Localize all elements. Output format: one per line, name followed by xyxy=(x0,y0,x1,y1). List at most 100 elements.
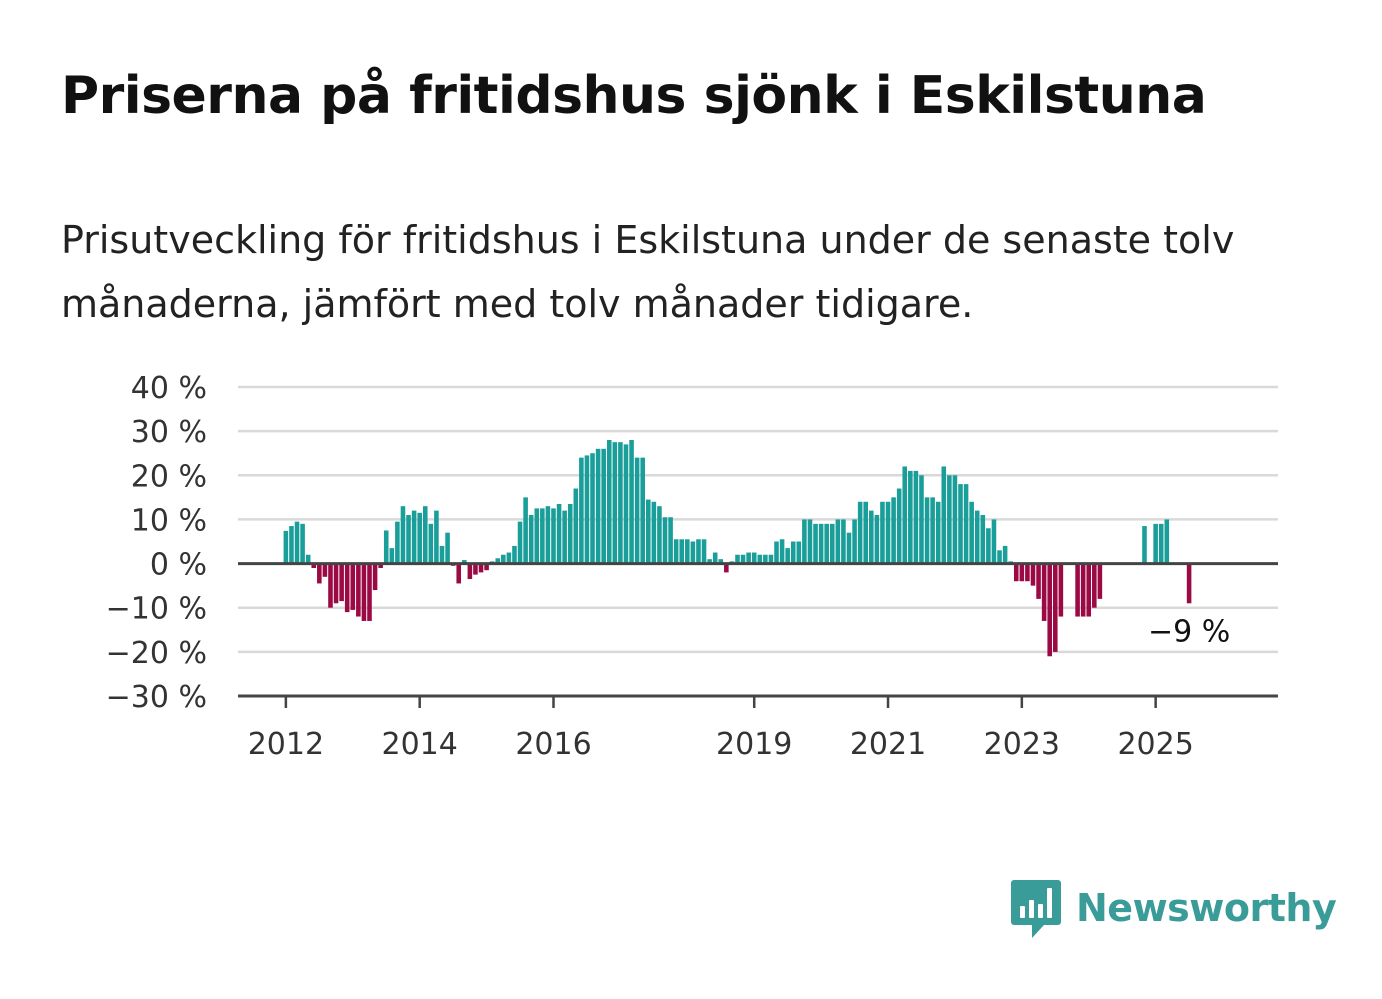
bar xyxy=(462,560,467,564)
bar xyxy=(779,539,785,564)
chart-title: Priserna på fritidshus sjönk i Eskilstun… xyxy=(61,66,1207,126)
x-tick-label: 2025 xyxy=(1117,727,1193,762)
bar xyxy=(908,470,913,564)
bar xyxy=(623,444,629,564)
bar xyxy=(846,532,852,564)
bar xyxy=(807,519,813,564)
bar xyxy=(919,475,924,564)
bar xyxy=(300,523,305,564)
bar xyxy=(1097,563,1103,599)
bar xyxy=(562,510,567,564)
bar xyxy=(478,563,484,573)
bar xyxy=(707,559,712,564)
bar xyxy=(712,552,718,564)
bar xyxy=(645,499,651,564)
bar xyxy=(751,552,757,564)
bar xyxy=(317,563,322,584)
bar xyxy=(774,541,779,564)
bar xyxy=(891,497,896,564)
bar xyxy=(640,457,645,564)
bar xyxy=(841,519,846,564)
y-tick-label: 10 % xyxy=(131,503,207,538)
bar xyxy=(406,515,411,564)
bar xyxy=(629,439,634,564)
bar-chart: 40 %30 %20 %10 %0 %−10 %−20 %−30 % 2012 2… xyxy=(106,371,1278,762)
axes xyxy=(238,562,1278,698)
bar xyxy=(612,442,618,564)
bar xyxy=(422,506,428,564)
bar xyxy=(679,539,685,564)
brand-name: Newsworthy xyxy=(1076,886,1337,930)
y-tick-label: −10 % xyxy=(106,592,207,627)
bar xyxy=(372,563,378,591)
bar xyxy=(869,510,874,564)
bar xyxy=(1164,519,1170,564)
bar xyxy=(701,539,707,564)
bar xyxy=(724,563,729,573)
brand: Newsworthy xyxy=(1010,876,1337,940)
x-tick-label: 2016 xyxy=(515,727,591,762)
bar xyxy=(367,563,372,621)
bar xyxy=(590,453,595,564)
bar xyxy=(328,563,333,608)
bar xyxy=(361,563,367,621)
bar xyxy=(673,539,679,564)
bar xyxy=(473,563,478,575)
bar xyxy=(1075,563,1080,617)
bar xyxy=(690,541,696,564)
bar xyxy=(874,515,880,564)
bar xyxy=(662,517,668,564)
bar xyxy=(378,563,383,568)
bar xyxy=(802,519,807,564)
x-tick-label: 2012 xyxy=(248,727,324,762)
bar xyxy=(1092,563,1097,608)
bar xyxy=(339,563,344,602)
bar xyxy=(980,515,986,564)
x-tick-label: 2021 xyxy=(850,727,926,762)
y-tick-label: 0 % xyxy=(150,548,207,583)
bar xyxy=(935,501,941,564)
bar xyxy=(790,541,796,564)
x-tick-label: 2019 xyxy=(716,727,792,762)
bar xyxy=(606,439,612,564)
bar xyxy=(1047,563,1052,657)
bar xyxy=(930,497,935,564)
bar xyxy=(768,554,774,564)
x-tick-label: 2023 xyxy=(984,727,1060,762)
bar xyxy=(1142,526,1147,564)
bar xyxy=(456,563,462,584)
bar xyxy=(567,503,573,564)
y-tick-label: 30 % xyxy=(131,415,207,450)
bar xyxy=(740,554,746,564)
bar xyxy=(941,466,947,564)
bar xyxy=(311,563,317,568)
x-tick-label: 2014 xyxy=(382,727,458,762)
bar xyxy=(924,497,930,564)
bar xyxy=(1086,563,1092,617)
bar xyxy=(1158,523,1164,564)
bar xyxy=(757,554,763,564)
bar xyxy=(545,506,551,564)
bar xyxy=(986,528,991,564)
bar xyxy=(417,512,422,564)
bar xyxy=(958,484,963,564)
bar xyxy=(1030,563,1036,586)
bar xyxy=(896,488,902,564)
last-value-annotation: −9 % xyxy=(1148,614,1230,649)
bar xyxy=(1013,563,1019,582)
bar xyxy=(434,510,439,564)
bar xyxy=(952,475,958,564)
x-axis-labels: 2012 2014 2016 2019 2021 2023 2025 xyxy=(248,696,1194,762)
bar xyxy=(746,552,751,564)
bar xyxy=(534,508,540,564)
bar xyxy=(573,488,579,564)
bar xyxy=(763,554,768,564)
bar xyxy=(584,455,590,564)
bar xyxy=(634,457,640,564)
bar xyxy=(305,554,311,564)
bar xyxy=(880,501,885,564)
bar xyxy=(974,510,980,564)
bar xyxy=(294,521,300,564)
bar xyxy=(829,523,835,564)
bar xyxy=(963,484,969,564)
